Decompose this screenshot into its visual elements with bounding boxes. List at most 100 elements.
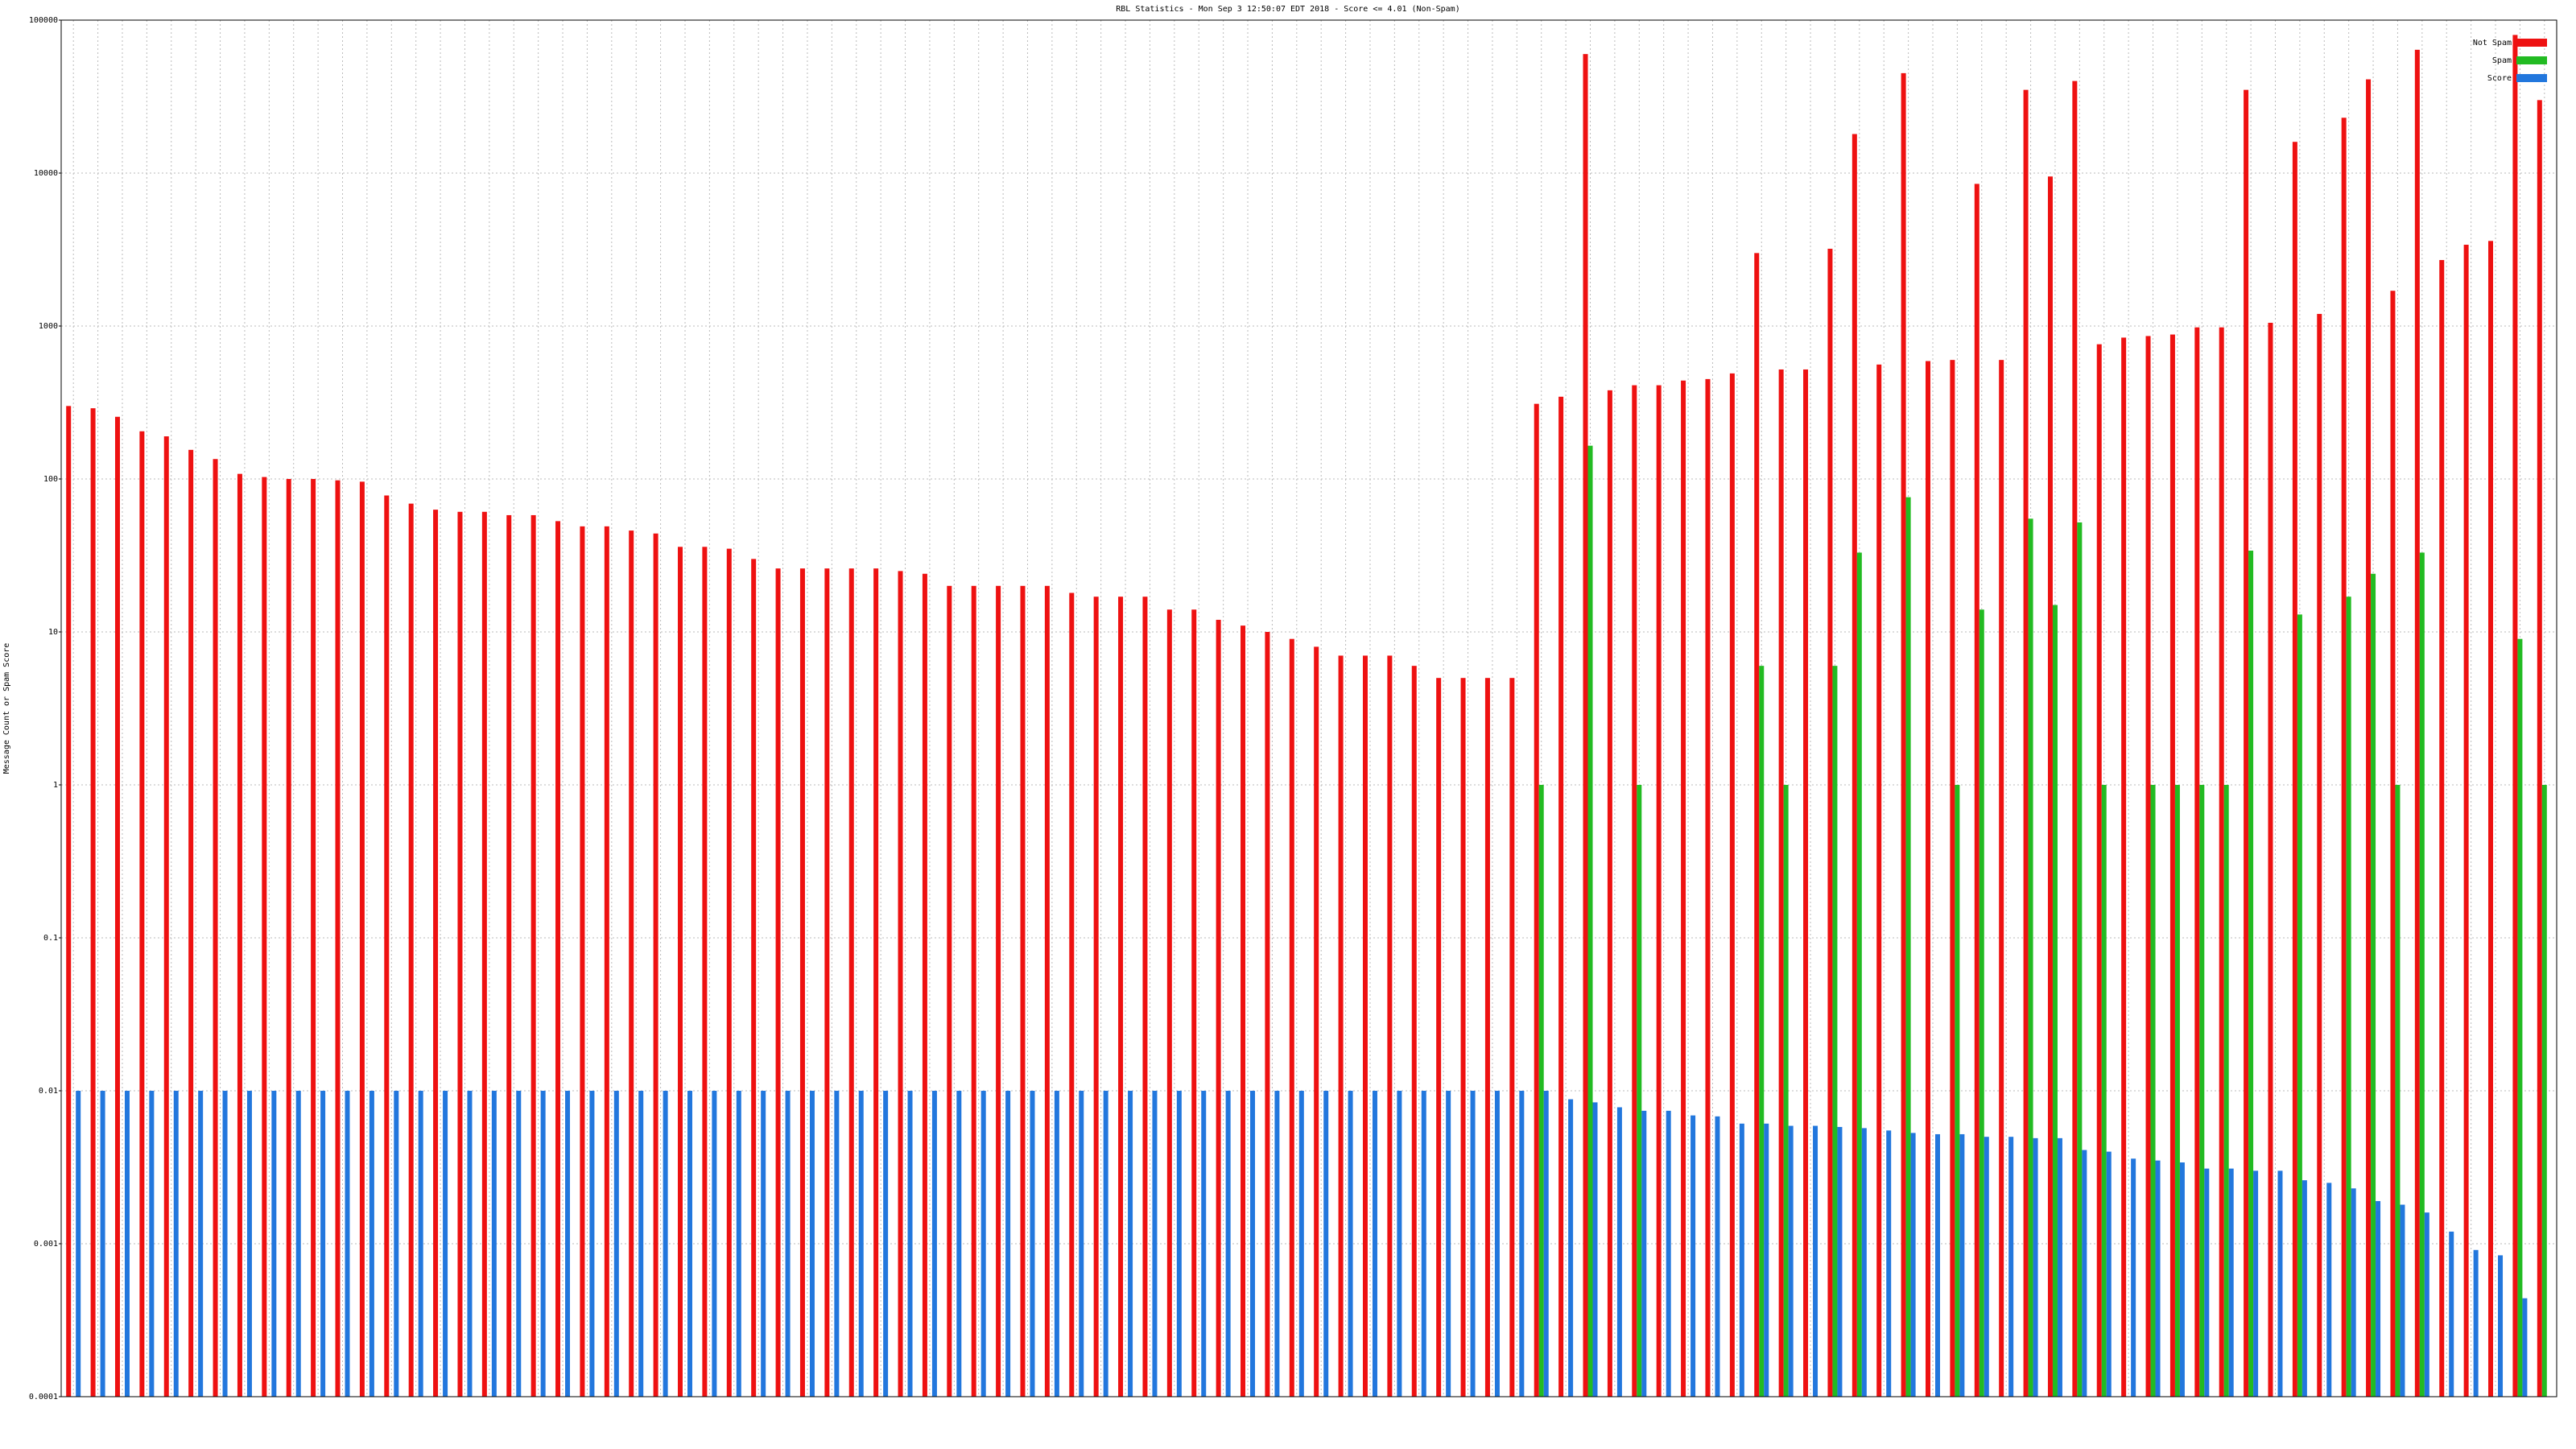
bar: [2517, 638, 2523, 1397]
bar: [907, 1091, 913, 1397]
bar: [2150, 785, 2156, 1397]
legend-swatch: [2516, 74, 2547, 82]
bar: [1421, 1091, 1426, 1397]
bar: [751, 559, 757, 1397]
bar: [1979, 609, 1984, 1397]
bar: [2439, 260, 2445, 1397]
bar: [1323, 1091, 1329, 1397]
bar: [1436, 678, 1442, 1397]
bar: [1250, 1091, 1256, 1397]
bar: [1666, 1110, 1671, 1397]
bar: [1583, 54, 1588, 1397]
bar: [1813, 1125, 1818, 1397]
bar: [2292, 142, 2297, 1397]
bar: [1446, 1091, 1451, 1397]
bar: [173, 1091, 179, 1397]
bar: [653, 533, 658, 1397]
bar: [1955, 785, 1960, 1397]
bar: [1397, 1091, 1402, 1397]
bar: [931, 1091, 937, 1397]
bar: [2297, 614, 2302, 1397]
bar: [1926, 361, 1930, 1397]
bar: [1886, 1130, 1892, 1397]
bar: [956, 1091, 962, 1397]
y-tick-label: 0.001: [34, 1240, 58, 1249]
bar: [2082, 1150, 2087, 1397]
bar: [1289, 638, 1294, 1397]
bar: [2341, 118, 2347, 1397]
bar: [775, 568, 781, 1397]
bar: [687, 1091, 692, 1397]
bar: [980, 1091, 986, 1397]
y-tick-label: 1000: [39, 322, 58, 331]
bar: [1837, 1126, 1843, 1397]
bar: [1176, 1091, 1182, 1397]
bar: [1460, 678, 1466, 1397]
bar: [295, 1091, 301, 1397]
bar: [996, 585, 1001, 1397]
bar: [555, 521, 561, 1397]
bar: [1054, 1091, 1059, 1397]
bar: [2145, 336, 2151, 1397]
bar: [2537, 100, 2542, 1397]
bar: [2248, 551, 2254, 1397]
bar: [1534, 403, 1539, 1397]
legend-swatch: [2516, 39, 2547, 47]
bar: [2463, 245, 2469, 1397]
bar: [114, 416, 120, 1397]
bar: [589, 1091, 595, 1397]
bar: [1225, 1091, 1231, 1397]
bar: [359, 481, 365, 1397]
y-axis-label: Message Count or Spam Score: [2, 643, 11, 774]
bar: [1690, 1115, 1696, 1397]
chart-title: RBL Statistics - Mon Sep 3 12:50:07 EDT …: [1116, 5, 1459, 14]
bar: [2033, 1137, 2038, 1397]
bar: [1558, 396, 1564, 1397]
bar: [1069, 592, 1075, 1397]
bar: [629, 530, 634, 1397]
bar: [2473, 1249, 2479, 1397]
y-tick-label: 1: [53, 781, 58, 790]
bar: [898, 571, 903, 1397]
bar: [1166, 609, 1172, 1397]
y-tick-label: 0.01: [39, 1087, 58, 1096]
bar: [2047, 176, 2053, 1397]
bar: [2326, 1183, 2332, 1397]
bar: [213, 459, 218, 1397]
bar: [1509, 678, 1515, 1397]
bar: [90, 408, 96, 1397]
bar: [604, 526, 609, 1397]
bar: [1005, 1091, 1011, 1397]
bar: [761, 1091, 766, 1397]
bar: [1044, 585, 1050, 1397]
bar: [1632, 385, 1637, 1397]
bar: [2244, 89, 2249, 1397]
bar: [2169, 334, 2175, 1397]
bar: [2077, 522, 2083, 1397]
bar: [467, 1091, 473, 1397]
bar: [1093, 597, 1099, 1397]
bar: [271, 1091, 277, 1397]
bar: [1128, 1091, 1133, 1397]
bar: [1910, 1133, 1916, 1397]
bar: [834, 1091, 840, 1397]
bar: [2106, 1151, 2112, 1397]
bar: [2072, 80, 2078, 1397]
bar: [712, 1091, 717, 1397]
bar: [320, 1091, 326, 1397]
bar: [1470, 1091, 1476, 1397]
bar: [702, 547, 708, 1397]
bar: [1861, 1128, 1867, 1397]
bar: [2194, 327, 2200, 1397]
bar: [678, 547, 683, 1397]
legend-label: Not Spam: [2473, 39, 2512, 47]
bar: [1759, 666, 1765, 1397]
bar: [2351, 1188, 2356, 1397]
bar: [1778, 369, 1784, 1397]
bar: [1543, 1091, 1549, 1397]
bar: [580, 526, 585, 1397]
bar: [1729, 373, 1735, 1397]
bar: [2155, 1160, 2161, 1397]
bar: [1314, 646, 1319, 1397]
